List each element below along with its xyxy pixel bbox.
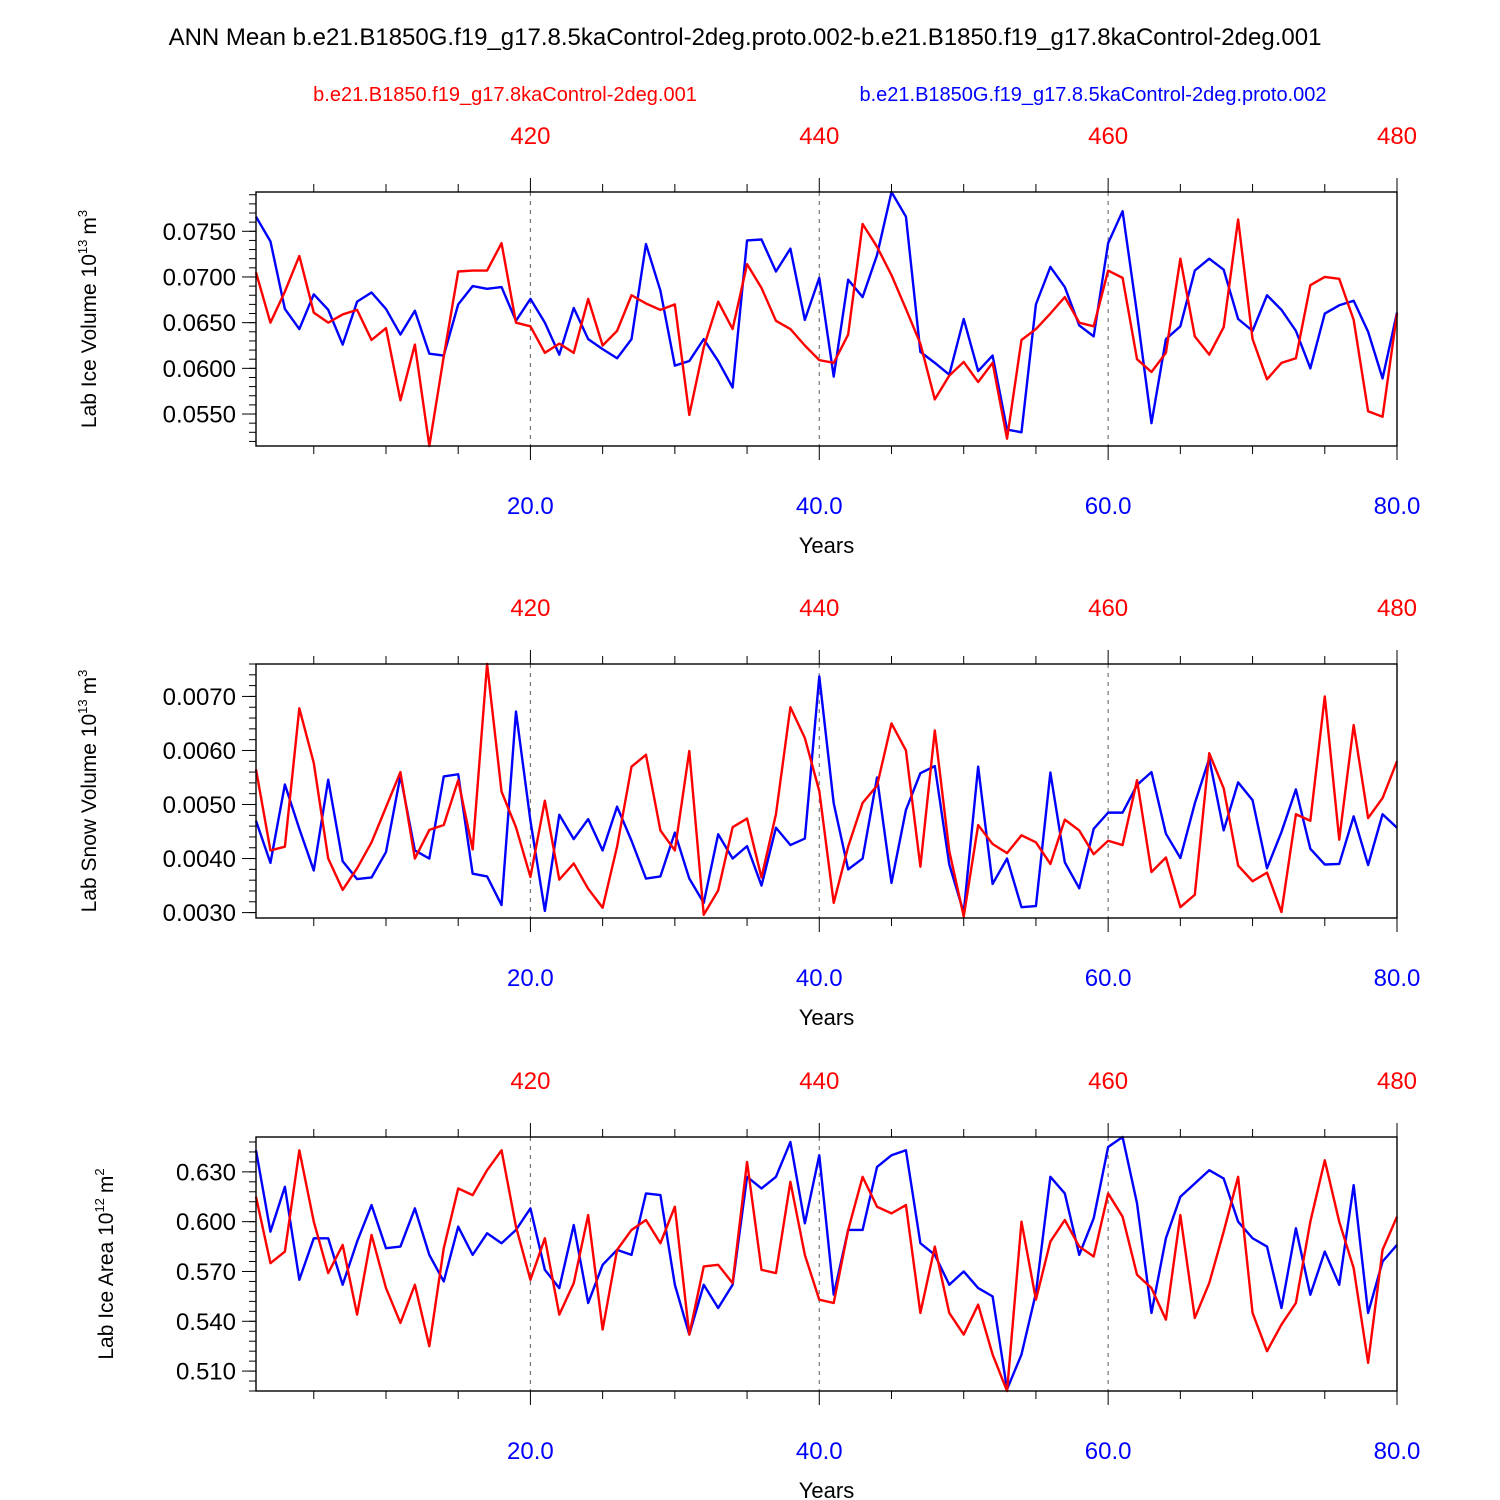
y-tick-label: 0.0040 — [163, 846, 236, 873]
y-axis-label-unit-exponent: 3 — [75, 670, 90, 677]
x-tick-label: 80.0 — [1374, 1438, 1421, 1465]
y-axis-label-unit-exponent: 2 — [92, 1168, 107, 1175]
y-tick-label: 0.0700 — [163, 264, 236, 291]
x-tick-label: 20.0 — [507, 493, 554, 520]
top-x-tick-label: 440 — [799, 595, 839, 622]
y-tick-label: 0.510 — [176, 1359, 236, 1386]
x-axis-label: Years — [799, 1005, 854, 1030]
top-x-tick-label: 460 — [1088, 595, 1128, 622]
y-tick-label: 0.0650 — [163, 310, 236, 337]
top-x-tick-label: 460 — [1088, 123, 1128, 150]
top-x-tick-label: 440 — [799, 123, 839, 150]
top-x-tick-label: 420 — [510, 123, 550, 150]
y-tick-label: 0.600 — [176, 1209, 236, 1236]
y-axis-label-main: Lab Ice Volume 10 — [78, 254, 101, 428]
x-tick-label: 60.0 — [1085, 493, 1132, 520]
panel-lab-ice-volume: 0.0550 0.0600 0.0650 0.0700 0.0750 20.0 40.0 60… — [75, 123, 1420, 558]
legend-control-label: b.e21.B1850.f19_g17.8kaControl-2deg.001 — [313, 84, 697, 106]
y-axis-label-exponent: 13 — [75, 240, 90, 254]
figure-title: ANN Mean b.e21.B1850G.f19_g17.8.5kaContr… — [169, 24, 1322, 51]
top-x-tick-label: 420 — [510, 1068, 550, 1095]
y-tick-label: 0.0070 — [163, 684, 236, 711]
x-tick-label: 80.0 — [1374, 493, 1421, 520]
x-axis-label: Years — [799, 533, 854, 558]
series-line-control — [254, 662, 1399, 918]
top-x-tick-label: 480 — [1377, 123, 1417, 150]
plot-frame — [255, 663, 1398, 919]
x-tick-label: 20.0 — [507, 965, 554, 992]
y-axis-label-unit: m — [78, 217, 101, 235]
top-x-tick-label: 480 — [1377, 1068, 1417, 1095]
y-axis-label-unit: m — [95, 1176, 118, 1194]
y-axis-label: Lab Ice Volume 1013 m3 — [75, 210, 101, 428]
x-tick-label: 80.0 — [1374, 965, 1421, 992]
top-x-tick-label: 440 — [799, 1068, 839, 1095]
y-axis-label-exponent: 12 — [92, 1198, 107, 1212]
y-axis-label: Lab Ice Area 1012 m2 — [92, 1168, 118, 1359]
top-x-tick-label: 460 — [1088, 1068, 1128, 1095]
y-axis-label-unit: m — [78, 677, 101, 695]
y-tick-label: 0.0550 — [163, 402, 236, 429]
panel-lab-snow-volume: 0.0030 0.0040 0.0050 0.0060 0.0070 20.0 40.0 60… — [75, 595, 1420, 1030]
x-tick-label: 40.0 — [796, 965, 843, 992]
y-axis-label-main: Lab Snow Volume 10 — [78, 714, 101, 912]
top-x-tick-label: 420 — [510, 595, 550, 622]
y-axis-label: Lab Snow Volume 1013 m3 — [75, 670, 101, 913]
panel-lab-ice-area: 0.510 0.540 0.570 0.600 0.630 20.0 40.0 60.0 80.… — [92, 1068, 1420, 1500]
plot-frame — [255, 1136, 1398, 1392]
y-tick-label: 0.0030 — [163, 900, 236, 927]
y-tick-label: 0.570 — [176, 1259, 236, 1286]
x-tick-label: 40.0 — [796, 1438, 843, 1465]
series-line-control — [254, 1149, 1399, 1393]
y-tick-label: 0.0060 — [163, 738, 236, 765]
series-line-control — [254, 218, 1399, 448]
x-tick-label: 60.0 — [1085, 965, 1132, 992]
y-axis-label-unit-exponent: 3 — [75, 210, 90, 217]
x-tick-label: 40.0 — [796, 493, 843, 520]
x-axis-label: Years — [799, 1478, 854, 1500]
legend-proto-label: b.e21.B1850G.f19_g17.8.5kaControl-2deg.p… — [859, 84, 1326, 106]
series-line-proto — [254, 1135, 1398, 1391]
y-tick-label: 0.0750 — [163, 219, 236, 246]
y-tick-label: 0.630 — [176, 1159, 236, 1186]
x-tick-label: 60.0 — [1085, 1438, 1132, 1465]
y-tick-label: 0.540 — [176, 1309, 236, 1336]
y-axis-label-main: Lab Ice Area 10 — [95, 1213, 118, 1360]
y-axis-label-exponent: 13 — [75, 699, 90, 713]
y-tick-label: 0.0600 — [163, 356, 236, 383]
plot-frame — [255, 191, 1398, 447]
y-tick-label: 0.0050 — [163, 792, 236, 819]
top-x-tick-label: 480 — [1377, 595, 1417, 622]
x-tick-label: 20.0 — [507, 1438, 554, 1465]
